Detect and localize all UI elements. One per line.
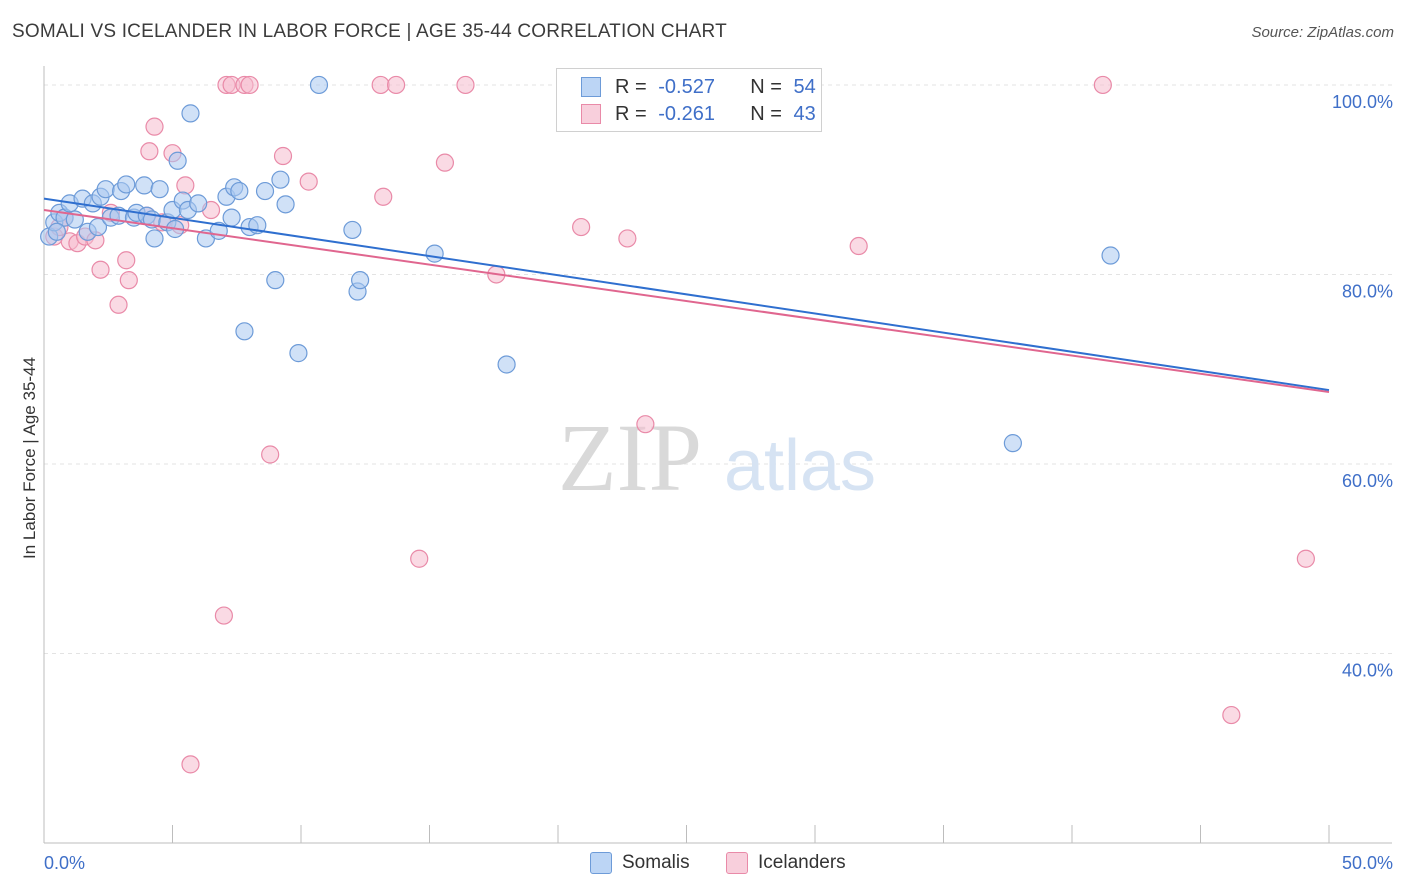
icelander-r-label: R = — [615, 102, 647, 125]
somali-points — [40, 75, 1120, 453]
somali-point — [271, 170, 290, 189]
somali-point — [276, 195, 295, 214]
tick-labels: 100.0% 80.0% 60.0% 40.0% 0.0% 50.0% — [44, 92, 1393, 873]
icelander-point — [374, 187, 393, 206]
legend-row-somali: R = -0.527 N = 54 — [581, 74, 816, 100]
icelander-point — [435, 153, 455, 172]
icelanders-legend-swatch — [726, 852, 748, 874]
icelander-point — [636, 415, 655, 434]
axes — [43, 66, 1392, 844]
somali-point — [1101, 246, 1120, 265]
somali-point — [255, 181, 275, 201]
somali-point — [168, 151, 187, 170]
somali-trend-line — [43, 197, 1330, 392]
icelander-point — [91, 260, 110, 279]
y-tick-label: 100.0% — [1332, 92, 1393, 112]
source-label: Source: ZipAtlas.com — [1251, 24, 1394, 41]
somali-point — [351, 271, 370, 290]
y-tick-label: 60.0% — [1342, 471, 1393, 491]
somali-n-value: 54 — [793, 75, 816, 98]
somali-point — [266, 271, 285, 290]
icelander-point — [849, 236, 868, 256]
icelander-r-value: -0.261 — [658, 102, 715, 125]
somalis-legend-swatch — [590, 852, 612, 874]
watermark-zip: ZIP — [558, 404, 702, 511]
icelander-point — [410, 549, 429, 568]
icelander-point — [1093, 75, 1112, 95]
stats-legend: R = -0.527 N = 54 R = -0.261 N = 43 — [556, 68, 822, 132]
icelander-point — [240, 75, 259, 95]
somali-point — [425, 244, 444, 263]
icelanders-legend-label: Icelanders — [758, 852, 846, 873]
bottom-legend-somalis: Somalis — [590, 852, 690, 874]
somali-point — [47, 222, 66, 241]
icelander-point — [1296, 549, 1315, 568]
somali-point — [497, 355, 516, 374]
x-tick-label: 0.0% — [44, 853, 85, 873]
somali-point — [117, 175, 136, 194]
icelander-point — [261, 445, 280, 464]
icelander-point — [618, 229, 637, 248]
somali-swatch — [581, 77, 601, 97]
somali-point — [235, 322, 254, 341]
x-tick-label: 50.0% — [1342, 853, 1393, 873]
icelander-point — [117, 251, 136, 270]
icelander-point — [214, 606, 233, 625]
icelander-point — [371, 75, 390, 95]
icelander-point — [386, 75, 406, 95]
icelander-point — [572, 217, 591, 237]
somali-point — [309, 75, 329, 95]
watermark-atlas: atlas — [724, 426, 876, 506]
icelander-point — [140, 142, 159, 161]
somali-point — [181, 104, 200, 123]
somali-point — [230, 181, 249, 201]
somali-point — [1003, 434, 1022, 453]
icelander-point — [299, 172, 318, 191]
bottom-legend-icelanders: Icelanders — [726, 852, 846, 874]
somali-point — [289, 344, 308, 363]
somali-point — [135, 176, 154, 195]
somali-point — [96, 180, 115, 199]
icelander-point — [1222, 705, 1241, 725]
icelander-point — [109, 295, 128, 314]
somali-point — [343, 220, 362, 240]
legend-row-icelander: R = -0.261 N = 43 — [581, 101, 816, 127]
icelander-swatch — [581, 104, 601, 124]
icelander-point — [119, 271, 138, 290]
watermark: ZIP atlas — [558, 404, 876, 511]
chart-title: SOMALI VS ICELANDER IN LABOR FORCE | AGE… — [12, 21, 727, 42]
icelander-point — [176, 176, 195, 195]
somali-point — [145, 229, 164, 248]
icelander-n-label: N = — [750, 102, 782, 125]
somalis-legend-label: Somalis — [622, 852, 690, 873]
somali-point — [189, 194, 208, 213]
somali-point — [150, 180, 169, 199]
icelander-point — [273, 146, 293, 166]
somali-r-label: R = — [615, 75, 647, 98]
icelander-point — [456, 75, 475, 95]
somali-n-label: N = — [750, 75, 782, 98]
y-tick-label: 80.0% — [1342, 281, 1393, 301]
somali-point — [222, 208, 241, 227]
icelander-n-value: 43 — [793, 102, 816, 125]
somali-r-value: -0.527 — [658, 75, 715, 98]
icelander-trend-line — [43, 209, 1330, 393]
y-tick-label: 40.0% — [1342, 660, 1393, 680]
trend-lines — [43, 197, 1330, 393]
icelander-point — [181, 755, 200, 774]
icelander-point — [145, 117, 164, 136]
